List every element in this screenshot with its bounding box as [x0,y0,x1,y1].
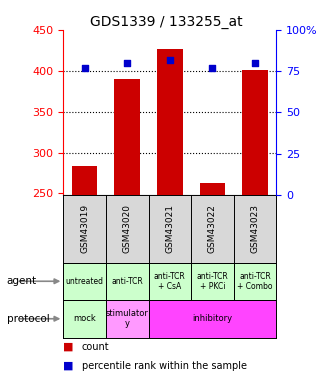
Bar [200,183,225,195]
Text: GSM43022: GSM43022 [208,204,217,253]
Bar [63,300,106,338]
Bar [115,79,140,195]
Bar [63,262,106,300]
Text: anti-TCR
+ CsA: anti-TCR + CsA [154,272,186,291]
Bar [149,300,276,338]
Text: anti-TCR
+ PKCi: anti-TCR + PKCi [196,272,228,291]
Text: count: count [82,342,109,352]
Bar [191,262,234,300]
Point [125,60,130,66]
Bar [157,49,182,195]
Bar [149,262,191,300]
Bar [106,262,149,300]
Point [167,57,172,63]
Text: GSM43023: GSM43023 [250,204,260,253]
Text: anti-TCR: anti-TCR [111,277,143,286]
Point [82,65,87,71]
Text: mock: mock [73,314,96,323]
Text: ■: ■ [63,342,74,352]
Text: agent: agent [7,276,37,286]
Point [210,65,215,71]
Text: ■: ■ [63,361,74,370]
Bar [106,300,149,338]
Point [252,60,258,66]
Text: GSM43020: GSM43020 [123,204,132,253]
Text: GDS1339 / 133255_at: GDS1339 / 133255_at [90,15,243,29]
Text: GSM43021: GSM43021 [165,204,174,253]
Text: inhibitory: inhibitory [192,314,232,323]
Text: GSM43019: GSM43019 [80,204,89,254]
Bar [234,262,276,300]
Bar [72,166,97,195]
Bar [242,70,268,195]
Text: anti-TCR
+ Combo: anti-TCR + Combo [237,272,273,291]
Text: stimulator
y: stimulator y [106,309,149,328]
Text: protocol: protocol [7,314,49,324]
Text: untreated: untreated [66,277,104,286]
Text: percentile rank within the sample: percentile rank within the sample [82,361,246,370]
